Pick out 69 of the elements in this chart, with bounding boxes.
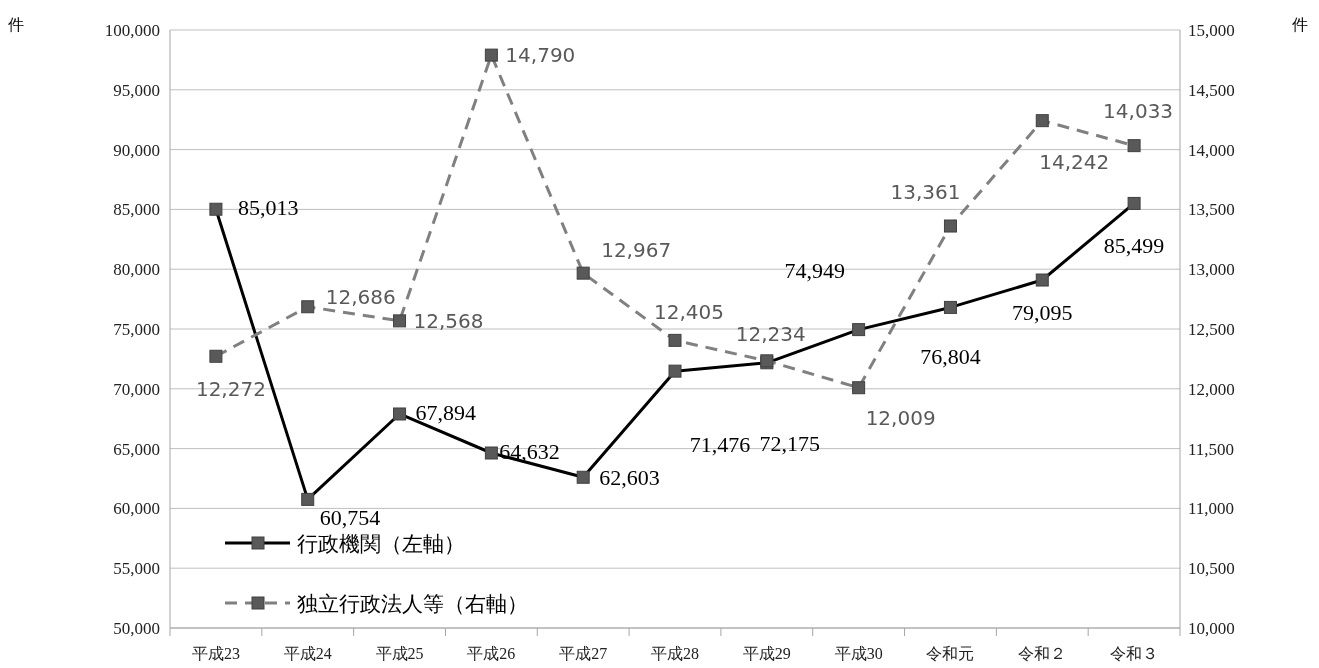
y-tick-label: 75,000 xyxy=(113,320,160,339)
data-label: 13,361 xyxy=(890,180,961,205)
y2-tick-label: 11,000 xyxy=(1188,499,1235,519)
y-tick-label: 70,000 xyxy=(113,379,160,399)
data-label: 79,095 xyxy=(1012,300,1073,326)
y2-tick-label: 15,000 xyxy=(1188,21,1235,40)
data-label: 72,175 xyxy=(759,430,821,456)
x-tick-label: 平成26 xyxy=(467,645,516,662)
point xyxy=(1035,114,1049,128)
data-label: 12,568 xyxy=(413,308,484,333)
data-label: 64,632 xyxy=(499,439,560,464)
data-label: 62,603 xyxy=(599,465,660,491)
data-label: 12,686 xyxy=(325,284,396,309)
y-tick-label: 50,000 xyxy=(113,619,160,638)
x-tick-label: 平成27 xyxy=(559,645,608,662)
point xyxy=(668,333,682,347)
text: 件 xyxy=(1292,16,1308,33)
point xyxy=(943,219,957,233)
data-label: 12,272 xyxy=(195,377,266,402)
x-tick-label: 平成29 xyxy=(742,645,791,662)
x-tick-label: 平成25 xyxy=(375,645,424,662)
data-label: 85,013 xyxy=(237,195,299,221)
x-tick-label: 平成24 xyxy=(283,645,332,662)
y2-tick-label: 12,500 xyxy=(1188,320,1235,339)
y2-tick-label: 13,500 xyxy=(1188,200,1235,220)
y2-tick-label: 14,500 xyxy=(1188,80,1235,100)
y-tick-label: 60,000 xyxy=(113,499,160,519)
data-label: 12,234 xyxy=(735,321,806,346)
x-tick-label: 平成28 xyxy=(651,645,699,662)
text: 件 xyxy=(8,16,24,33)
data-label: 12,967 xyxy=(601,238,672,263)
y2-tick-label: 12,000 xyxy=(1188,379,1235,399)
data-label: 12,405 xyxy=(654,300,724,325)
y-tick-label: 95,000 xyxy=(113,80,160,100)
point xyxy=(393,314,407,328)
x-tick-label: 令和元 xyxy=(926,645,975,662)
point xyxy=(301,300,315,314)
point xyxy=(576,266,590,280)
y-tick-label: 80,000 xyxy=(113,260,160,280)
legend-label: 独立行政法人等（右軸） xyxy=(297,592,528,616)
y-tick-label: 85,000 xyxy=(113,200,160,220)
data-label: 60,754 xyxy=(319,505,381,531)
data-label: 74,949 xyxy=(784,257,845,283)
x-tick-label: 令和３ xyxy=(1110,645,1159,662)
y2-tick-label: 10,500 xyxy=(1188,559,1235,579)
y2-tick-label: 13,000 xyxy=(1188,260,1235,280)
x-tick-label: 令和２ xyxy=(1018,645,1067,662)
point xyxy=(852,381,866,395)
y-tick-label: 90,000 xyxy=(113,140,160,160)
data-label: 14,033 xyxy=(1103,98,1174,123)
y-tick-label: 100,000 xyxy=(104,21,160,40)
point xyxy=(209,349,223,363)
data-label: 85,499 xyxy=(1103,233,1165,259)
x-tick-label: 平成23 xyxy=(191,645,240,662)
data-label: 76,804 xyxy=(920,344,981,370)
legend-label: 行政機関（左軸） xyxy=(297,532,465,556)
data-label: 71,476 xyxy=(689,432,751,458)
y2-tick-label: 14,000 xyxy=(1188,140,1235,160)
y-tick-label: 55,000 xyxy=(113,559,160,579)
y2-tick-label: 11,500 xyxy=(1188,439,1235,459)
point xyxy=(484,48,498,62)
data-label: 14,242 xyxy=(1039,149,1110,174)
data-label: 67,894 xyxy=(415,399,477,425)
y-tick-label: 65,000 xyxy=(113,439,160,459)
data-label: 14,790 xyxy=(505,43,576,68)
y2-tick-label: 10,000 xyxy=(1188,619,1235,638)
x-tick-label: 平成30 xyxy=(834,645,883,662)
point xyxy=(1127,139,1141,153)
data-label: 12,009 xyxy=(865,405,936,430)
